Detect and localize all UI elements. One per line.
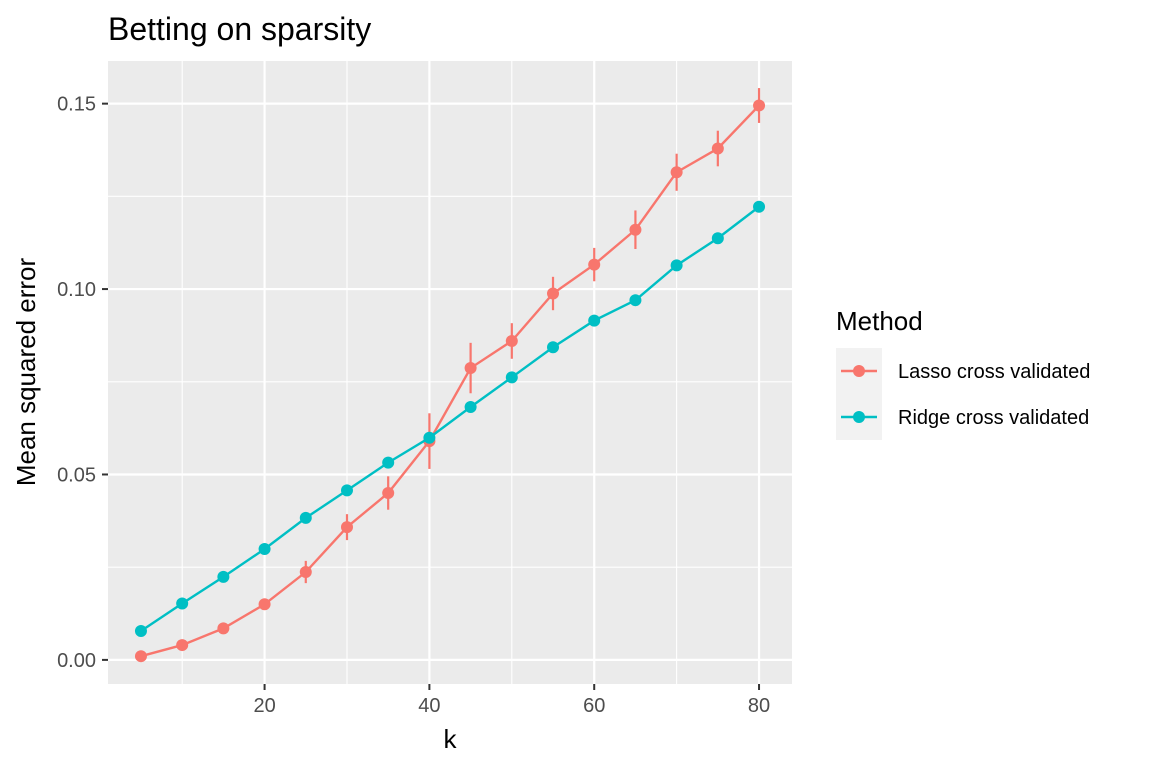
data-point-0-1 [176, 639, 189, 652]
series-line-0 [140, 104, 760, 658]
data-point-0-11 [588, 258, 601, 271]
data-point-0-10 [547, 287, 560, 300]
series-line-1 [140, 205, 760, 632]
data-point-1-3 [258, 543, 271, 556]
x-axis-ticks: 20 40 60 80 [253, 684, 770, 717]
data-point-0-2 [217, 622, 230, 635]
data-point-0-6 [382, 487, 395, 500]
data-point-1-4 [299, 511, 312, 524]
y-tick-label-3: 0.15 [57, 94, 96, 116]
data-point-1-13 [670, 259, 683, 272]
y-tick-label-1: 0.05 [57, 464, 96, 486]
data-point-0-5 [340, 521, 353, 534]
data-point-1-0 [134, 624, 147, 637]
data-point-1-7 [423, 431, 436, 444]
data-point-0-12 [629, 223, 642, 236]
data-point-0-13 [670, 166, 683, 179]
x-tick-label-0: 20 [253, 695, 275, 717]
data-point-0-3 [258, 598, 271, 611]
x-tick-label-3: 80 [748, 695, 770, 717]
legend: Method Lasso cross validated Ridge cross … [836, 306, 1090, 440]
x-axis-title: k [444, 724, 458, 754]
legend-label-1: Ridge cross validated [898, 407, 1089, 429]
series-layer [134, 88, 766, 663]
legend-item-0: Lasso cross validated [836, 348, 1090, 394]
data-point-1-9 [505, 371, 518, 384]
y-tick-label-0: 0.00 [57, 650, 96, 672]
x-tick-label-1: 40 [418, 695, 440, 717]
data-point-1-15 [753, 200, 766, 213]
y-axis-ticks: 0.00 0.05 0.10 0.15 [57, 94, 108, 672]
data-point-1-6 [382, 456, 395, 469]
chart-title: Betting on sparsity [108, 11, 371, 47]
data-point-1-14 [711, 232, 724, 245]
legend-key-point-0 [853, 365, 865, 377]
y-tick-label-2: 0.10 [57, 279, 96, 301]
data-point-1-2 [217, 570, 230, 583]
data-point-1-10 [547, 341, 560, 354]
plot-panel [108, 61, 792, 684]
y-axis-title: Mean squared error [11, 257, 41, 486]
x-tick-label-2: 60 [583, 695, 605, 717]
data-point-0-4 [299, 566, 312, 579]
data-point-0-14 [711, 142, 724, 155]
legend-key-point-1 [853, 411, 865, 423]
series-0 [134, 88, 766, 663]
series-1 [134, 200, 766, 637]
grid-major [108, 61, 792, 684]
legend-items: Lasso cross validated Ridge cross validat… [836, 348, 1090, 440]
legend-title: Method [836, 306, 923, 336]
data-point-0-8 [464, 362, 477, 375]
data-point-0-15 [753, 99, 766, 112]
data-point-1-12 [629, 294, 642, 307]
legend-label-0: Lasso cross validated [898, 361, 1090, 383]
data-point-0-0 [134, 650, 147, 663]
data-point-1-5 [340, 484, 353, 497]
data-point-1-11 [588, 314, 601, 327]
legend-item-1: Ridge cross validated [836, 394, 1089, 440]
data-point-1-8 [464, 400, 477, 413]
data-point-0-9 [505, 334, 518, 347]
data-point-1-1 [176, 597, 189, 610]
